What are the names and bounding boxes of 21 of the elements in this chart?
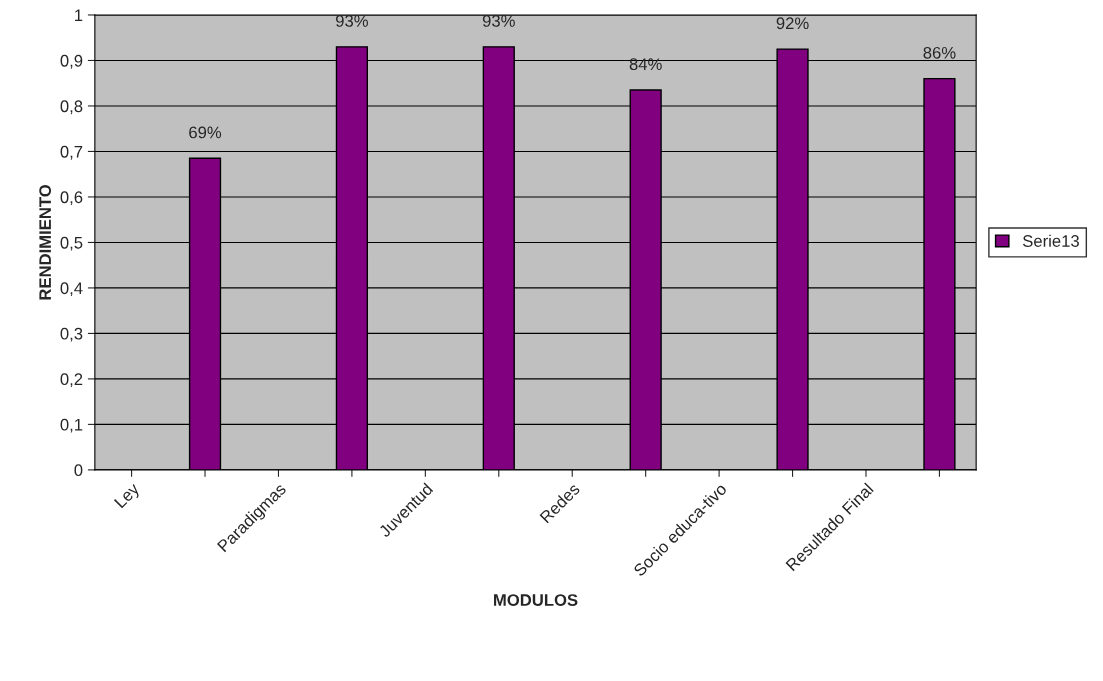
- y-tick-label: 0,4: [60, 282, 83, 297]
- y-tick-label: 0: [74, 464, 83, 477]
- y-tick-label: 0,7: [60, 145, 83, 160]
- y-tick-label: 0,5: [60, 236, 83, 251]
- y-axis-title: RENDIMIENTO: [39, 184, 52, 300]
- data-label: 92%: [776, 17, 809, 30]
- data-label: 86%: [923, 46, 956, 59]
- y-tick-label: 0,9: [60, 54, 83, 69]
- data-label: 93%: [482, 15, 515, 27]
- data-label: 84%: [629, 58, 662, 71]
- legend-label: Serie13: [1022, 234, 1079, 247]
- y-tick-label: 0,1: [60, 418, 83, 433]
- x-axis-title: MODULOS: [494, 594, 578, 606]
- y-tick-label: 1: [75, 9, 83, 22]
- x-tick-label: Ley: [113, 482, 143, 511]
- y-tick-label: 0,8: [60, 100, 83, 115]
- y-tick-label: 0,3: [60, 327, 83, 342]
- y-tick-label: 0,2: [60, 373, 83, 388]
- data-label: 69%: [189, 126, 222, 139]
- y-tick-label: 0,6: [60, 191, 83, 206]
- data-label: 93%: [336, 15, 368, 27]
